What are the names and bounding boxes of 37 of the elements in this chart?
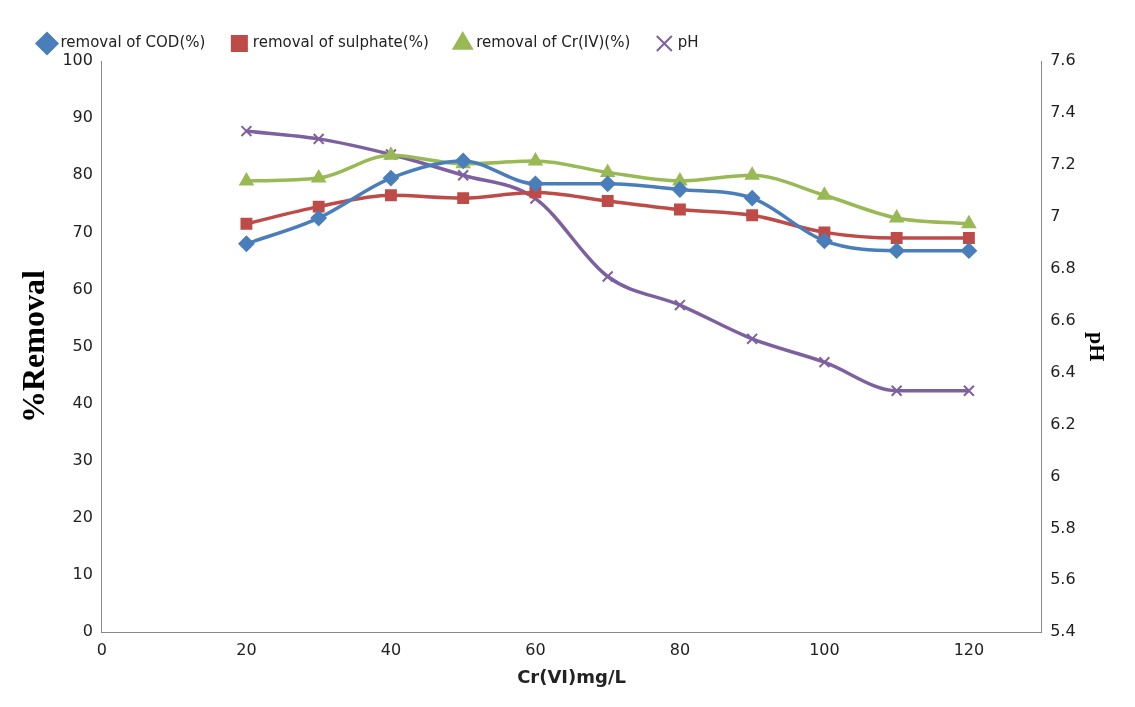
- y2-tick-label: 7: [1050, 205, 1061, 225]
- y-tick-label: 0: [82, 621, 93, 641]
- y2-tick-label: 5.6: [1050, 569, 1076, 589]
- y2-tick-label: 6.8: [1050, 257, 1076, 277]
- legend-label: removal of sulphate(%): [252, 33, 429, 52]
- x-tick-label: 20: [236, 639, 257, 659]
- y-axis-title: %Removal: [15, 270, 52, 424]
- legend-label: pH: [677, 33, 699, 52]
- y2-tick-label: 6.4: [1050, 361, 1076, 381]
- x-tick-label: 120: [953, 639, 985, 659]
- y2-tick-label: 7.2: [1050, 154, 1076, 174]
- y-tick-label: 10: [72, 564, 93, 584]
- y-tick-label: 70: [72, 221, 93, 241]
- y-tick-label: 20: [72, 507, 93, 527]
- x-tick-label: 40: [380, 639, 402, 659]
- legend-label: removal of Cr(IV)(%): [476, 33, 631, 52]
- x-tick-label: 0: [96, 639, 108, 659]
- y2-tick-label: 6: [1050, 465, 1061, 485]
- y2-tick-label: 5.8: [1050, 517, 1076, 537]
- y-tick-label: 90: [72, 107, 93, 127]
- y2-tick-label: 5.4: [1050, 621, 1076, 641]
- y-tick-label: 100: [62, 50, 93, 70]
- y-tick-label: 60: [72, 278, 93, 298]
- legend-label: removal of COD(%): [60, 33, 206, 52]
- y2-tick-label: 7.4: [1050, 102, 1076, 122]
- y2-tick-label: 6.6: [1050, 309, 1076, 329]
- y2-axis-title: pH: [1085, 331, 1111, 362]
- x-axis-title: Cr(VI)mg/L: [517, 665, 626, 687]
- y2-tick-label: 6.2: [1050, 413, 1076, 433]
- x-tick-label: 80: [669, 639, 691, 659]
- x-tick-label: 100: [809, 639, 840, 659]
- y-tick-label: 50: [72, 335, 93, 355]
- y-tick-label: 80: [72, 164, 93, 184]
- y-tick-label: 40: [72, 392, 93, 412]
- y-tick-label: 30: [72, 450, 93, 469]
- x-tick-label: 60: [525, 639, 546, 659]
- y2-tick-label: 7.6: [1050, 50, 1076, 70]
